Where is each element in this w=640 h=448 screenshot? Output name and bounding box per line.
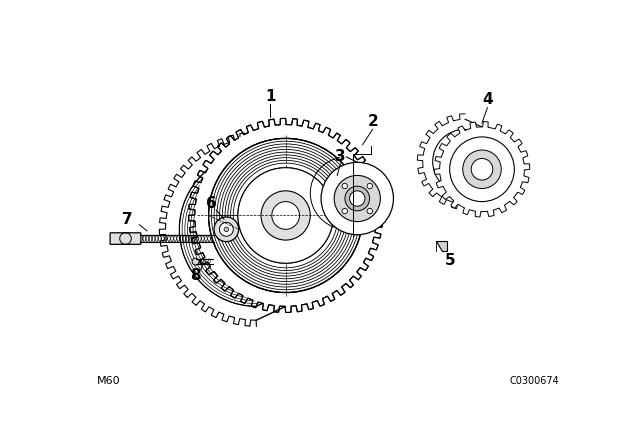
Circle shape [450, 137, 515, 202]
Text: 2: 2 [367, 114, 378, 129]
FancyBboxPatch shape [110, 233, 141, 244]
Text: 4: 4 [482, 92, 493, 108]
Circle shape [195, 125, 376, 306]
Circle shape [224, 227, 228, 232]
Circle shape [214, 217, 239, 241]
Circle shape [321, 162, 394, 235]
Circle shape [209, 138, 363, 293]
Circle shape [192, 258, 199, 265]
Circle shape [367, 183, 372, 189]
Circle shape [272, 202, 300, 229]
Circle shape [471, 159, 493, 180]
Circle shape [367, 208, 372, 214]
Circle shape [220, 222, 234, 236]
Polygon shape [435, 121, 530, 217]
Circle shape [334, 176, 380, 222]
Text: M60: M60 [97, 376, 120, 386]
Text: 1: 1 [265, 89, 275, 103]
Circle shape [209, 138, 363, 293]
Text: 8: 8 [190, 268, 201, 283]
Text: 7: 7 [122, 212, 133, 227]
Circle shape [261, 191, 310, 240]
Text: C0300674: C0300674 [509, 376, 559, 386]
Circle shape [450, 137, 515, 202]
Circle shape [463, 150, 501, 189]
Polygon shape [436, 241, 447, 251]
Text: 5: 5 [444, 253, 455, 267]
Circle shape [272, 202, 300, 229]
Circle shape [342, 183, 348, 189]
Circle shape [342, 208, 348, 214]
Circle shape [238, 168, 333, 263]
Circle shape [345, 186, 369, 211]
Circle shape [349, 191, 365, 206]
Circle shape [261, 191, 310, 240]
Text: 6: 6 [205, 196, 216, 211]
Text: 3: 3 [335, 149, 346, 164]
Circle shape [238, 168, 333, 263]
